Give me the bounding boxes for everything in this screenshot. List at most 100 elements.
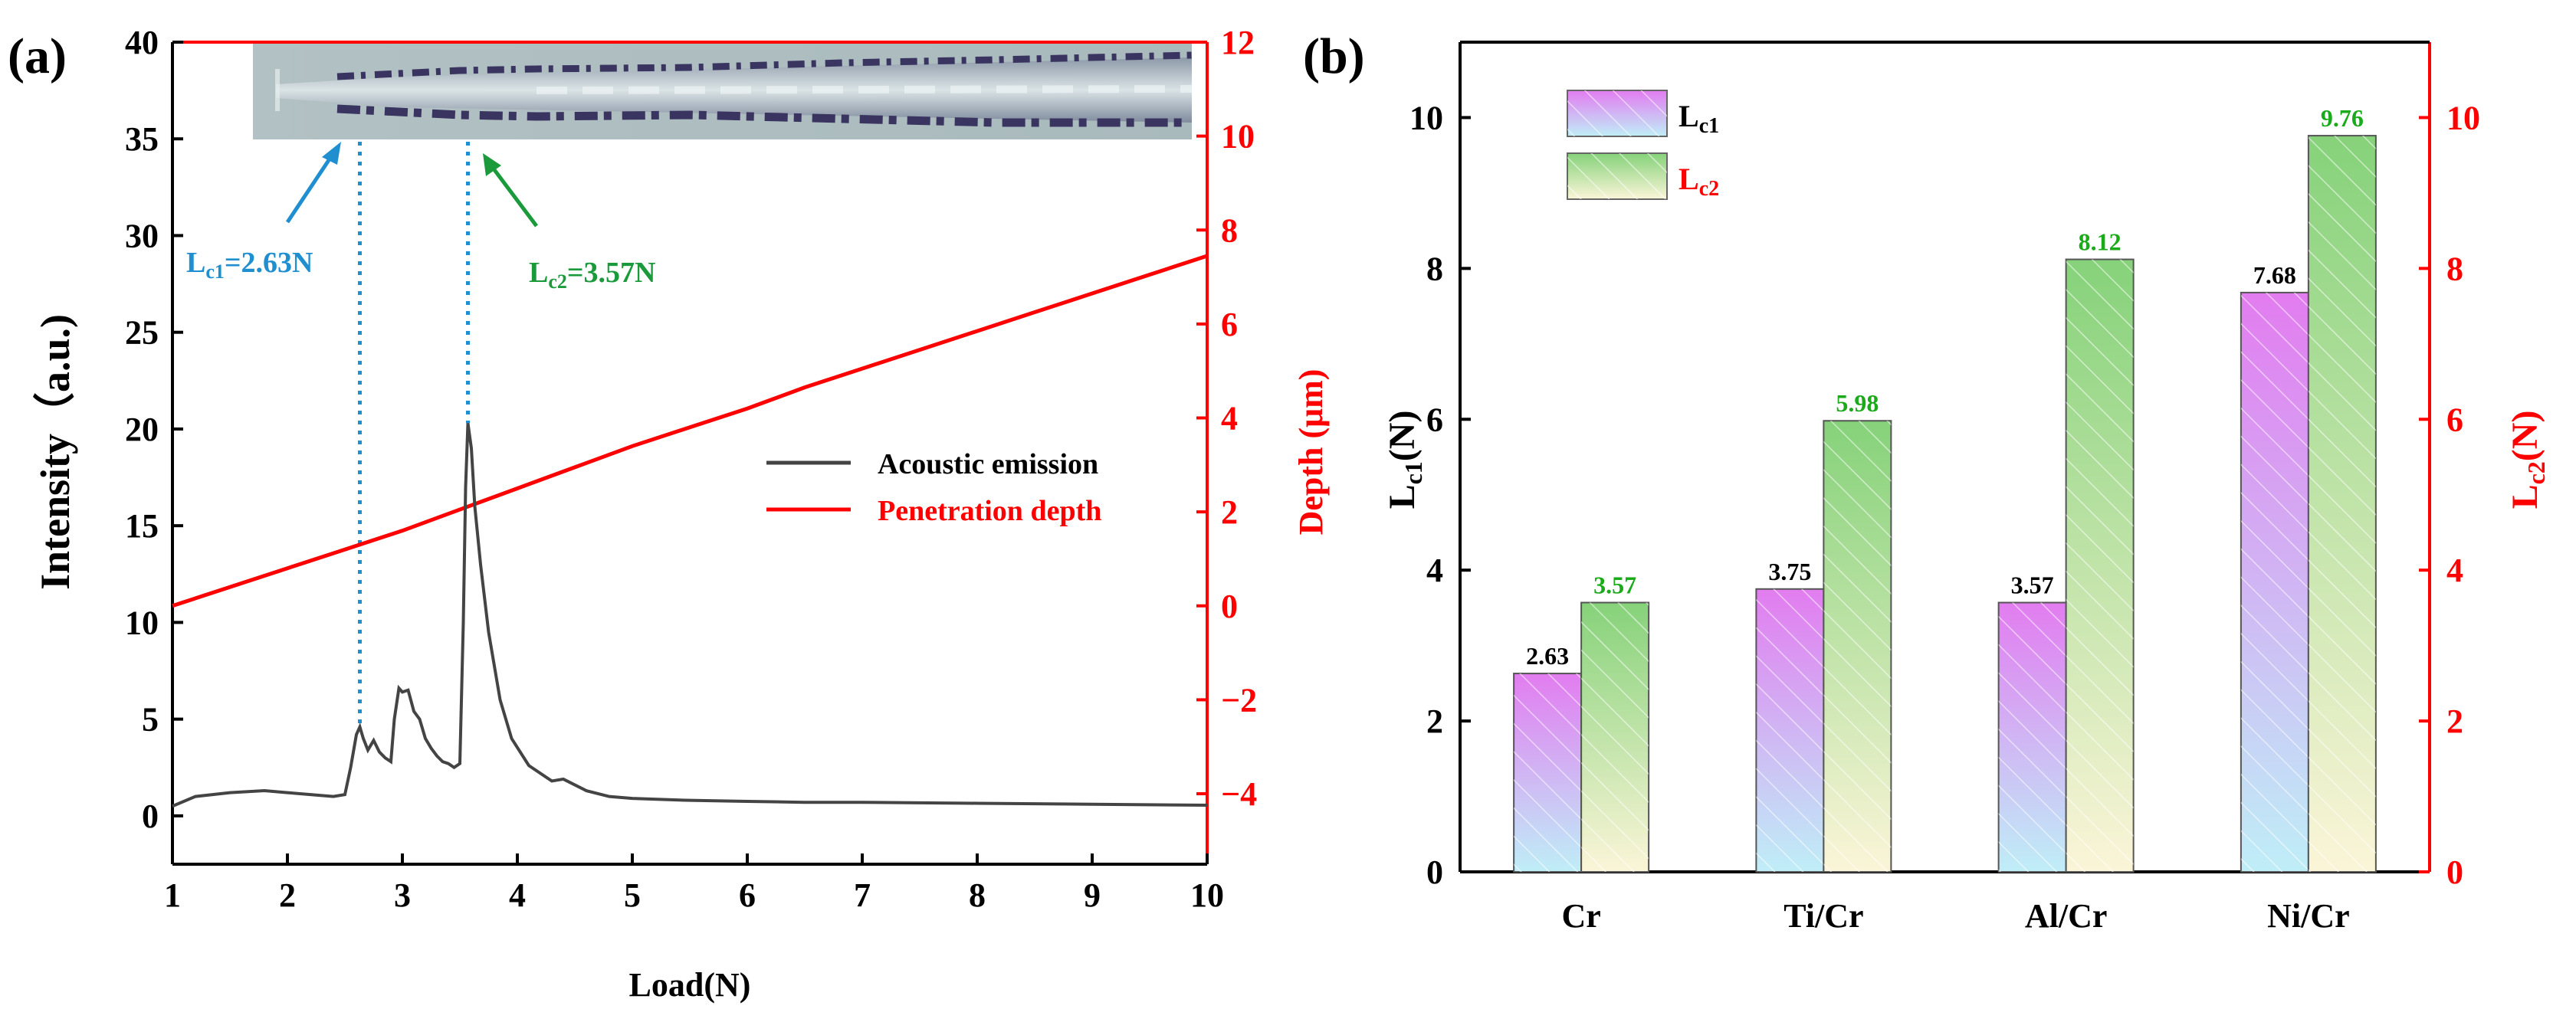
legend-lc1-label: Lc1 bbox=[1679, 99, 1719, 138]
lc2-value-label: 3.57 bbox=[1593, 572, 1636, 599]
penetration-depth-line bbox=[172, 254, 1208, 608]
a-y2-tick-label: 10 bbox=[1221, 118, 1255, 156]
a-y-tick-label: 40 bbox=[125, 24, 159, 61]
a-y-tick-label: 35 bbox=[125, 120, 159, 158]
a-y2-ticks: −4 −2 0 2 4 6 8 10 12 bbox=[1196, 24, 1257, 813]
lc1-value-label: 2.63 bbox=[1526, 642, 1569, 670]
a-y-ticks: 0 5 10 15 20 25 30 35 40 bbox=[125, 24, 183, 835]
legend-depth-label: Penetration depth bbox=[878, 495, 1101, 527]
legend-acoustic-label: Acoustic emission bbox=[878, 448, 1098, 480]
category-label: Cr bbox=[1561, 897, 1600, 935]
lc2-value-label: 5.98 bbox=[1836, 389, 1879, 417]
lc1-bar-hatch bbox=[1756, 588, 1824, 872]
a-y-axis-label: Intensity（a.u.) bbox=[32, 314, 78, 590]
a-y-tick-label: 10 bbox=[125, 604, 159, 641]
a-y-tick-label: 30 bbox=[125, 217, 159, 254]
b-y-axis-label-unit: (N) bbox=[1382, 411, 1423, 462]
legend-lc2-main: L bbox=[1679, 162, 1699, 196]
lc1-bar-hatch bbox=[1998, 602, 2066, 872]
lc2-annotation-sub: c2 bbox=[548, 270, 567, 293]
b-y2-tick-label: 0 bbox=[2446, 853, 2463, 891]
b-y2-tick-label: 10 bbox=[2446, 99, 2480, 136]
lc1-annotation-sub: c1 bbox=[205, 260, 225, 283]
a-x-tick-label: 1 bbox=[164, 876, 181, 914]
a-y2-tick-label: 0 bbox=[1221, 588, 1238, 625]
a-y2-tick-label: −2 bbox=[1221, 681, 1257, 719]
a-x-tick-label: 2 bbox=[279, 876, 296, 914]
b-bars: 2.63 3.57 3.75 5.98 3.57 8.12 7.68 9.76 bbox=[1513, 104, 2377, 873]
legend-lc2-label: Lc2 bbox=[1679, 162, 1719, 201]
legend-lc2-sub: c2 bbox=[1699, 177, 1719, 201]
a-y2-tick-label: −4 bbox=[1221, 775, 1257, 813]
lc1-arrow bbox=[285, 142, 341, 224]
legend-lc1-sub: c1 bbox=[1699, 114, 1719, 138]
a-y2-axis-label: Depth (μm) bbox=[1292, 369, 1330, 536]
b-y2-axis-label: Lc2(N) bbox=[2505, 411, 2550, 509]
b-y-tick-label: 4 bbox=[1426, 552, 1443, 589]
a-x-axis-label: Load(N) bbox=[629, 966, 751, 1004]
a-y2-tick-label: 8 bbox=[1221, 211, 1238, 249]
b-y2-tick-label: 6 bbox=[2446, 401, 2463, 438]
lc2-annotation: Lc2=3.57N bbox=[529, 257, 656, 293]
a-x-tick-label: 3 bbox=[394, 876, 411, 914]
lc2-bar-hatch bbox=[1823, 421, 1892, 872]
a-x-ticks: 1 2 3 4 5 6 7 8 9 10 bbox=[164, 853, 1224, 914]
b-y-tick-label: 0 bbox=[1426, 853, 1443, 891]
panel-a-label: (a) bbox=[8, 28, 67, 84]
b-y-axis-label-sub: c1 bbox=[1400, 461, 1427, 484]
a-x-tick-label: 6 bbox=[739, 876, 756, 914]
lc2-annotation-value: =3.57N bbox=[567, 257, 656, 289]
b-y-ticks: 0 2 4 6 8 10 bbox=[1409, 99, 1471, 891]
a-x-tick-label: 4 bbox=[509, 876, 526, 914]
b-y2-axis-label-main: L bbox=[2505, 484, 2545, 509]
lc2-annotation-main: L bbox=[529, 257, 548, 289]
lc2-value-label: 9.76 bbox=[2321, 104, 2364, 132]
b-y-axis-label-main: L bbox=[1382, 484, 1423, 509]
lc1-value-label: 3.75 bbox=[1768, 558, 1811, 585]
a-x-tick-label: 5 bbox=[624, 876, 641, 914]
b-y2-axis-label-sub: c2 bbox=[2522, 461, 2550, 484]
a-y-tick-label: 25 bbox=[125, 314, 159, 352]
b-y2-tick-label: 8 bbox=[2446, 250, 2463, 287]
lc1-annotation-main: L bbox=[186, 247, 205, 279]
category-label: Ti/Cr bbox=[1784, 897, 1863, 935]
a-x-tick-label: 10 bbox=[1190, 876, 1224, 914]
a-y-tick-label: 0 bbox=[142, 798, 159, 835]
lc1-bar-hatch bbox=[1514, 673, 1582, 872]
b-y2-axis-label-unit: (N) bbox=[2505, 411, 2545, 462]
b-y-tick-label: 10 bbox=[1409, 99, 1443, 136]
b-y2-tick-label: 2 bbox=[2446, 703, 2463, 740]
b-y-tick-label: 8 bbox=[1426, 250, 1443, 287]
b-category-labels: Cr Ti/Cr Al/Cr Ni/Cr bbox=[1561, 897, 2349, 935]
b-y-tick-label: 2 bbox=[1426, 703, 1443, 740]
a-y-tick-label: 15 bbox=[125, 507, 159, 545]
b-y-tick-label: 6 bbox=[1426, 401, 1443, 438]
b-y2-tick-label: 4 bbox=[2446, 552, 2463, 589]
a-y2-tick-label: 6 bbox=[1221, 306, 1238, 343]
lc2-arrow bbox=[483, 153, 538, 228]
a-x-tick-label: 9 bbox=[1084, 876, 1101, 914]
a-x-tick-label: 8 bbox=[969, 876, 986, 914]
a-y2-tick-label: 12 bbox=[1221, 24, 1255, 61]
lc2-bar-hatch bbox=[2308, 136, 2376, 873]
a-x-tick-label: 7 bbox=[854, 876, 871, 914]
a-legend: Acoustic emission Penetration depth bbox=[766, 448, 1101, 527]
b-y2-ticks: 0 2 4 6 8 10 bbox=[2419, 99, 2480, 891]
lc1-bar-hatch bbox=[2240, 292, 2309, 872]
a-y-tick-label: 20 bbox=[125, 411, 159, 448]
lc1-annotation: Lc1=2.63N bbox=[186, 247, 313, 283]
panel-b-label: (b) bbox=[1303, 28, 1365, 84]
lc2-bar-hatch bbox=[1581, 602, 1649, 872]
a-y-tick-label: 5 bbox=[142, 701, 159, 739]
category-label: Ni/Cr bbox=[2267, 897, 2350, 935]
panel-b: (b) 0 2 4 6 8 10 0 2 4 6 8 10 2.63 3.57 3.75 5.98 3.57… bbox=[1303, 28, 2550, 935]
b-y-axis-label: Lc1(N) bbox=[1382, 411, 1427, 509]
lc1-annotation-value: =2.63N bbox=[225, 247, 313, 279]
lc1-value-label: 3.57 bbox=[2011, 572, 2054, 599]
a-y2-tick-label: 2 bbox=[1221, 493, 1238, 531]
acoustic-emission-line bbox=[172, 423, 1208, 808]
b-legend: Lc1 Lc2 bbox=[1567, 90, 1719, 201]
lc2-value-label: 8.12 bbox=[2079, 228, 2122, 256]
